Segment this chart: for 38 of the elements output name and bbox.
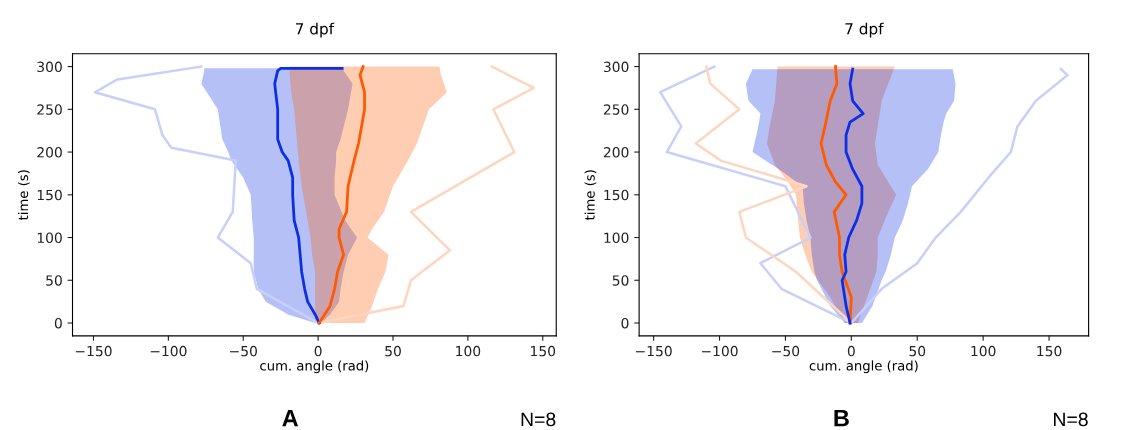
chart-title: 7 dpf — [845, 22, 884, 38]
y-axis-title: time (s) — [17, 170, 30, 221]
y-tick-label: 0 — [621, 317, 629, 329]
y-tick-label: 150 — [37, 189, 62, 201]
x-tick-label: 150 — [1037, 345, 1062, 357]
x-tick-label: 100 — [456, 345, 481, 357]
y-tick-label: 200 — [37, 147, 62, 158]
y-tick-label: 0 — [54, 317, 62, 329]
x-tick-label: 0 — [847, 345, 855, 357]
y-tick-label: 300 — [603, 61, 629, 73]
y-tick-label: 200 — [603, 147, 629, 158]
x-tick-label: −150 — [75, 345, 112, 357]
y-tick-label: 50 — [612, 275, 629, 286]
y-axis-title: time (s) — [584, 170, 597, 221]
text: N=8 — [521, 412, 556, 427]
x-tick-label: −100 — [150, 345, 187, 357]
y-tick-label: 300 — [37, 61, 62, 73]
y-tick-label: 50 — [46, 275, 62, 286]
y-tick-label: 100 — [37, 232, 62, 243]
x-axis-title: cum. angle (rad) — [260, 360, 369, 374]
text: N=8 — [1054, 412, 1088, 427]
y-tick-label: 250 — [603, 104, 629, 115]
text: B — [834, 410, 849, 427]
text: A — [282, 410, 299, 427]
x-tick-label: 150 — [531, 345, 556, 357]
y-tick-label: 100 — [604, 232, 629, 243]
chart-title: 7 dpf — [295, 22, 335, 38]
x-tick-label: 50 — [909, 345, 926, 357]
x-tick-label: 50 — [385, 345, 401, 357]
x-tick-label: 0 — [314, 345, 322, 357]
y-tick-label: 150 — [604, 189, 629, 201]
x-tick-label: 100 — [971, 345, 996, 357]
x-axis-title: cum. angle (rad) — [809, 360, 918, 374]
x-tick-label: −50 — [230, 345, 257, 357]
x-tick-label: −150 — [636, 345, 672, 357]
x-tick-label: −100 — [701, 345, 738, 357]
y-tick-label: 250 — [37, 104, 62, 115]
x-tick-label: −50 — [772, 345, 800, 357]
